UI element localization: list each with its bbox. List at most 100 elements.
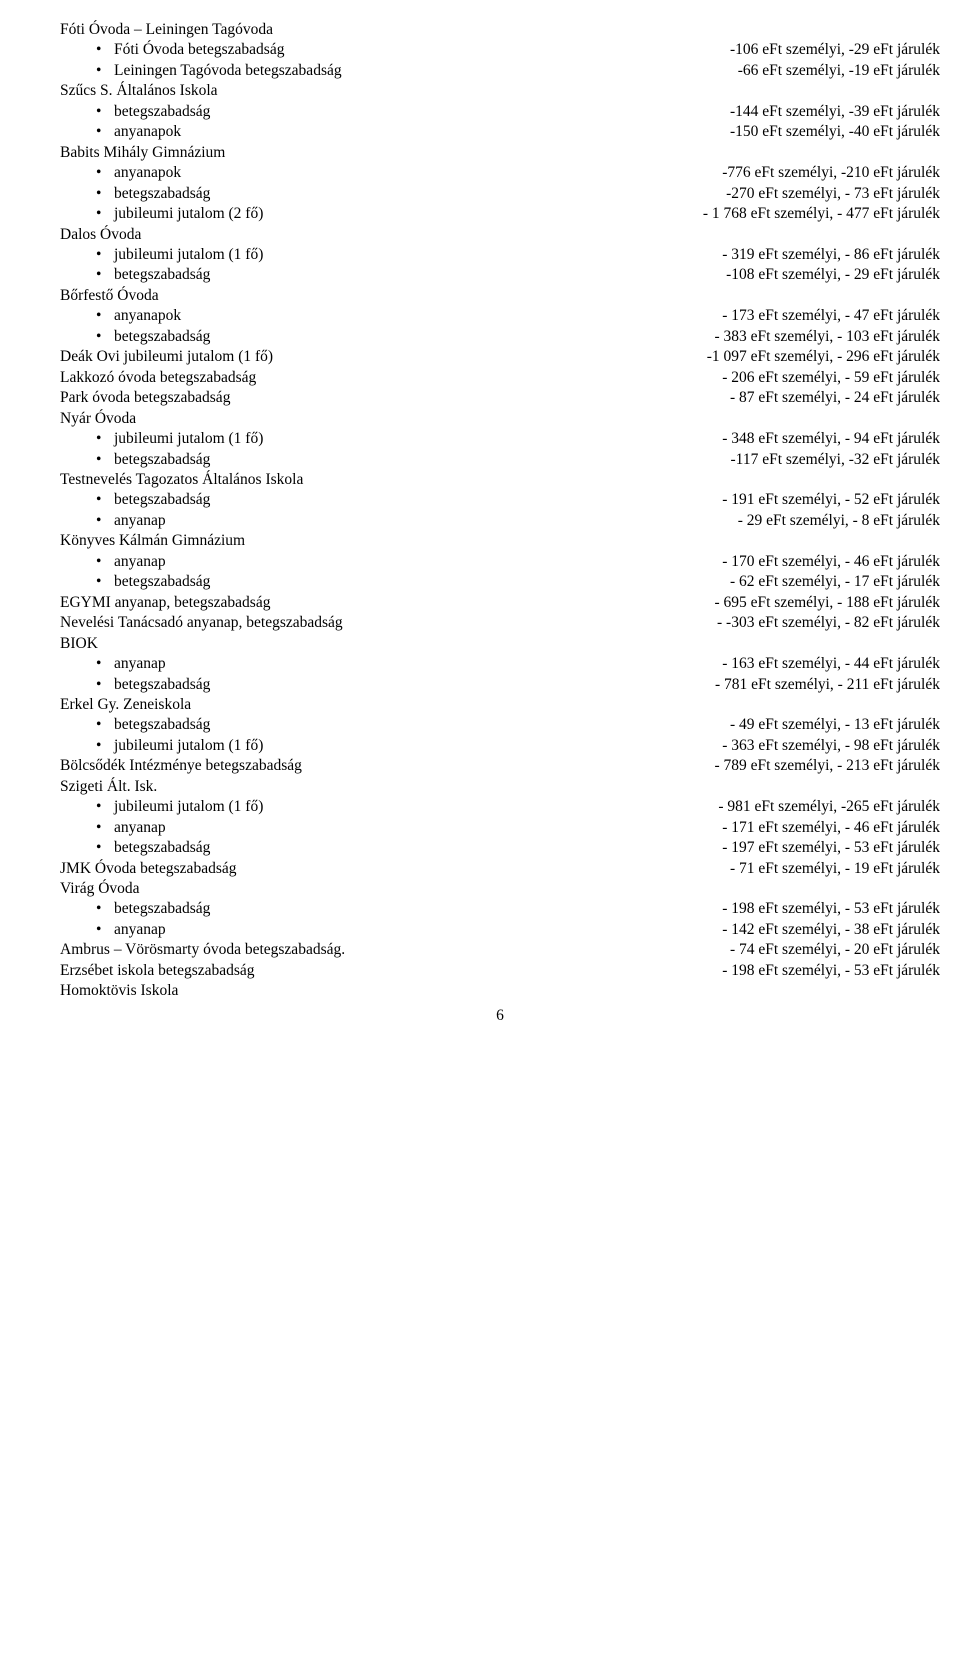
text-line: Bölcsődék Intézménye betegszabadság- 789… <box>60 756 940 776</box>
list-item: •Fóti Óvoda betegszabadság -106 eFt szemé… <box>60 40 940 60</box>
list-item: •betegszabadság- 383 eFt személyi, - 103… <box>60 327 940 347</box>
list-item-left: •Fóti Óvoda betegszabadság <box>96 40 284 60</box>
list-item-label: betegszabadság <box>114 839 210 856</box>
list-item-left: •anyanap <box>96 654 166 674</box>
list-item-label: anyanap <box>114 655 166 672</box>
bullet-icon: • <box>96 163 114 183</box>
list-item-value: - 49 eFt személyi, - 13 eFt járulék <box>730 715 940 735</box>
text-line-left: Babits Mihály Gimnázium <box>60 143 225 163</box>
list-item: •betegszabadság- 197 eFt személyi, - 53 … <box>60 838 940 858</box>
text-line: BIOK <box>60 634 940 654</box>
list-item-label: betegszabadság <box>114 900 210 917</box>
text-line: Babits Mihály Gimnázium <box>60 143 940 163</box>
text-line: Erzsébet iskola betegszabadság - 198 eFt … <box>60 961 940 981</box>
list-item-value: - 348 eFt személyi, - 94 eFt járulék <box>722 429 940 449</box>
page-number: 6 <box>60 1006 940 1026</box>
bullet-icon: • <box>96 920 114 940</box>
bullet-icon: • <box>96 797 114 817</box>
bullet-icon: • <box>96 429 114 449</box>
text-line-value: - 789 eFt személyi, - 213 eFt járulék <box>714 756 940 776</box>
list-item-left: •anyanap <box>96 552 166 572</box>
list-item-left: •betegszabadság <box>96 265 210 285</box>
list-item: •jubileumi jutalom (1 fő)- 363 eFt szemé… <box>60 736 940 756</box>
text-line-value: - 74 eFt személyi, - 20 eFt járulék <box>730 940 940 960</box>
list-item-label: jubileumi jutalom (1 fő) <box>114 737 263 754</box>
text-line-left: Bőrfestő Óvoda <box>60 286 159 306</box>
list-item: •betegszabadság-108 eFt személyi, - 29 e… <box>60 265 940 285</box>
list-item-left: •betegszabadság <box>96 572 210 592</box>
text-line: Nevelési Tanácsadó anyanap, betegszabads… <box>60 613 940 633</box>
list-item-value: - 1 768 eFt személyi, - 477 eFt járulék <box>703 204 940 224</box>
text-line: Fóti Óvoda – Leiningen Tagóvoda <box>60 20 940 40</box>
list-item-value: - 62 eFt személyi, - 17 eFt járulék <box>730 572 940 592</box>
list-item-label: betegszabadság <box>114 491 210 508</box>
list-item-left: •anyanap <box>96 920 166 940</box>
bullet-icon: • <box>96 572 114 592</box>
list-item-left: •betegszabadság <box>96 102 210 122</box>
text-line: Lakkozó óvoda betegszabadság - 206 eFt sz… <box>60 368 940 388</box>
text-line-left: Testnevelés Tagozatos Általános Iskola <box>60 470 303 490</box>
list-item-value: - 171 eFt személyi, - 46 eFt járulék <box>722 818 940 838</box>
list-item-label: anyanap <box>114 921 166 938</box>
text-line: Szigeti Ált. Isk. <box>60 777 940 797</box>
list-item-left: •betegszabadság <box>96 327 210 347</box>
bullet-icon: • <box>96 675 114 695</box>
document-page: Fóti Óvoda – Leiningen Tagóvoda•Fóti Óvo… <box>0 0 960 1056</box>
text-line: Homoktövis Iskola <box>60 981 940 1001</box>
bullet-icon: • <box>96 818 114 838</box>
list-item: •betegszabadság - 62 eFt személyi, - 17 e… <box>60 572 940 592</box>
text-line-left: Park óvoda betegszabadság <box>60 388 230 408</box>
text-line-left: Dalos Óvoda <box>60 225 141 245</box>
list-item-value: -270 eFt személyi, - 73 eFt járulék <box>726 184 940 204</box>
list-item-label: betegszabadság <box>114 676 210 693</box>
list-item-value: -776 eFt személyi, -210 eFt járulék <box>722 163 940 183</box>
bullet-icon: • <box>96 715 114 735</box>
list-item: •anyanapok-776 eFt személyi, -210 eFt já… <box>60 163 940 183</box>
text-line-left: Erzsébet iskola betegszabadság <box>60 961 255 981</box>
list-item-label: jubileumi jutalom (2 fő) <box>114 205 263 222</box>
text-line: Erkel Gy. Zeneiskola <box>60 695 940 715</box>
text-line-left: Fóti Óvoda – Leiningen Tagóvoda <box>60 20 273 40</box>
list-item-label: betegszabadság <box>114 103 210 120</box>
list-item-label: betegszabadság <box>114 185 210 202</box>
bullet-icon: • <box>96 122 114 142</box>
text-line: EGYMI anyanap, betegszabadság- 695 eFt s… <box>60 593 940 613</box>
list-item-left: •jubileumi jutalom (2 fő) <box>96 204 263 224</box>
list-item-value: - 981 eFt személyi, -265 eFt járulék <box>718 797 940 817</box>
list-item-left: •betegszabadság <box>96 715 210 735</box>
text-line-left: Nyár Óvoda <box>60 409 136 429</box>
list-item-label: Leiningen Tagóvoda betegszabadság <box>114 62 342 79</box>
list-item-value: -144 eFt személyi, -39 eFt járulék <box>730 102 940 122</box>
text-line-left: Lakkozó óvoda betegszabadság <box>60 368 256 388</box>
bullet-icon: • <box>96 40 114 60</box>
list-item-value: - 198 eFt személyi, - 53 eFt járulék <box>722 899 940 919</box>
text-line-value: - 198 eFt személyi, - 53 eFt járulék <box>722 961 940 981</box>
list-item-left: •anyanap <box>96 818 166 838</box>
bullet-icon: • <box>96 245 114 265</box>
text-line-left: Homoktövis Iskola <box>60 981 178 1001</box>
list-item-value: - 197 eFt személyi, - 53 eFt járulék <box>722 838 940 858</box>
list-item-left: •anyanapok <box>96 122 181 142</box>
bullet-icon: • <box>96 450 114 470</box>
text-line: Könyves Kálmán Gimnázium <box>60 531 940 551</box>
list-item: •jubileumi jutalom (1 fő) - 348 eFt szemé… <box>60 429 940 449</box>
list-item-label: anyanapok <box>114 123 181 140</box>
list-item-value: -106 eFt személyi, -29 eFt járulék <box>730 40 940 60</box>
list-item-left: •jubileumi jutalom (1 fő) <box>96 429 263 449</box>
list-item-label: jubileumi jutalom (1 fő) <box>114 430 263 447</box>
bullet-icon: • <box>96 102 114 122</box>
text-line-left: Ambrus – Vörösmarty óvoda betegszabadság… <box>60 940 345 960</box>
text-line-value: - 206 eFt személyi, - 59 eFt járulék <box>722 368 940 388</box>
list-item: •jubileumi jutalom (1 fő)- 319 eFt szemé… <box>60 245 940 265</box>
list-item-label: betegszabadság <box>114 266 210 283</box>
list-item: •anyanap- 142 eFt személyi, - 38 eFt jár… <box>60 920 940 940</box>
list-item-value: - 173 eFt személyi, - 47 eFt járulék <box>722 306 940 326</box>
bullet-icon: • <box>96 552 114 572</box>
list-item-label: anyanap <box>114 553 166 570</box>
list-item: •anyanapok- 173 eFt személyi, - 47 eFt j… <box>60 306 940 326</box>
list-item: •anyanap - 171 eFt személyi, - 46 eFt jár… <box>60 818 940 838</box>
list-item-label: Fóti Óvoda betegszabadság <box>114 41 284 58</box>
text-line: Park óvoda betegszabadság- 87 eFt személ… <box>60 388 940 408</box>
bullet-icon: • <box>96 490 114 510</box>
bullet-icon: • <box>96 736 114 756</box>
